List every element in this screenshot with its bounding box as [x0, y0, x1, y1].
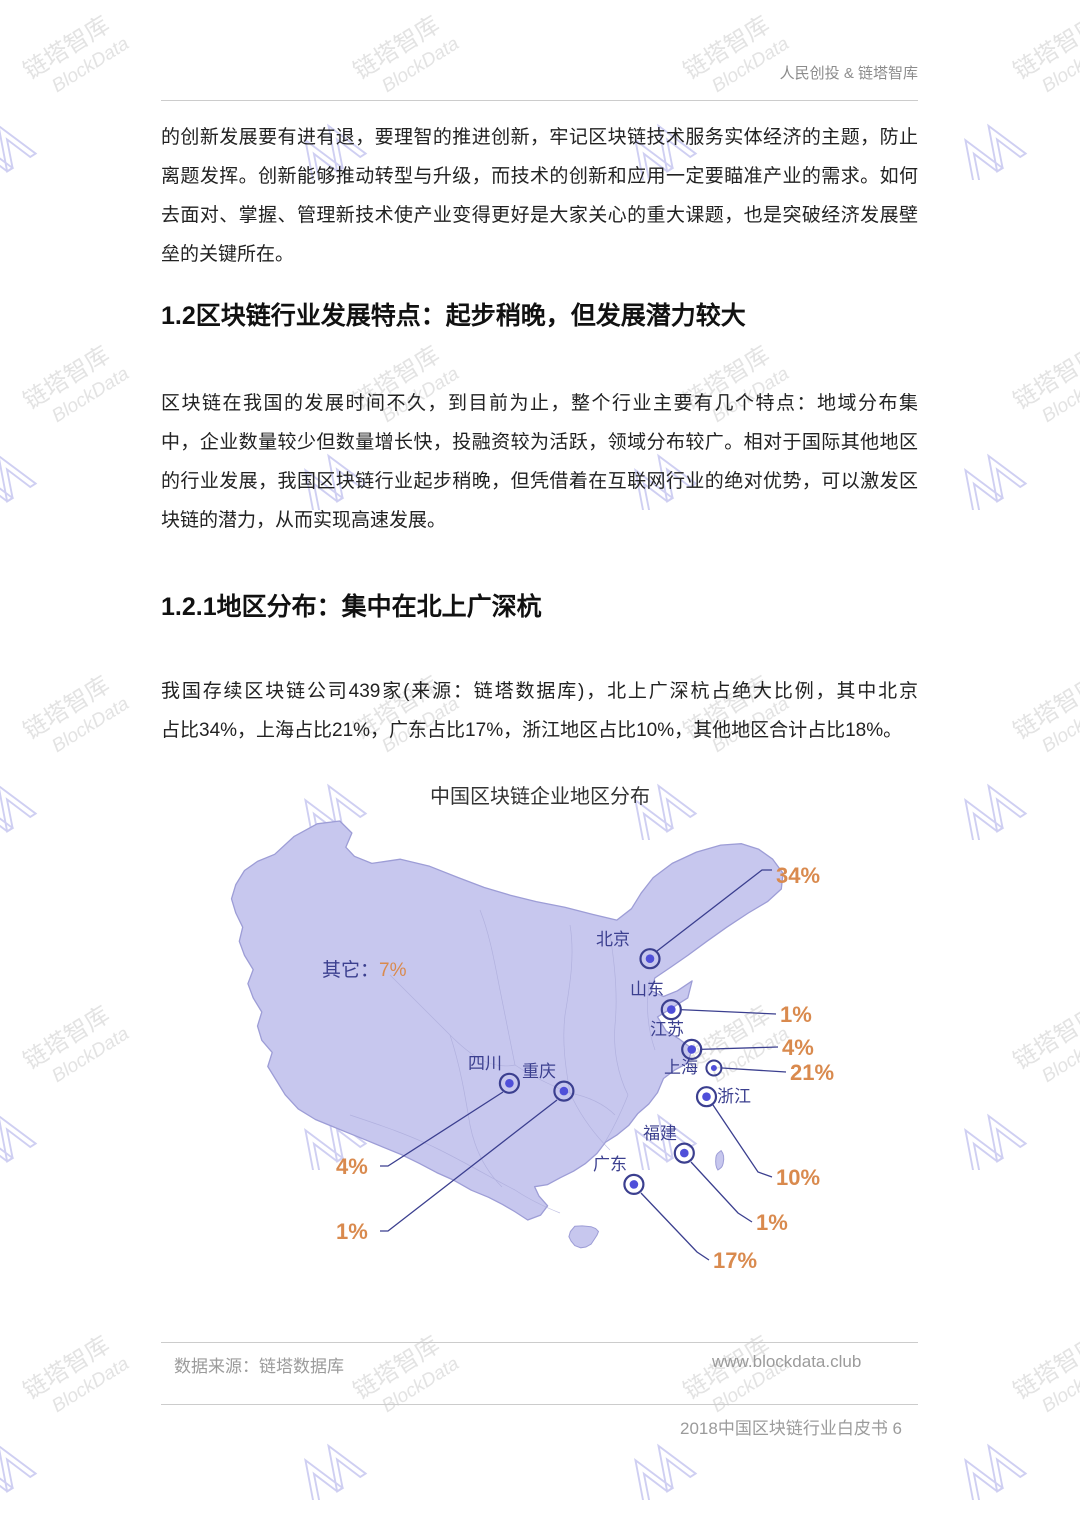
svg-text:其它：7%: 其它：7%	[322, 959, 407, 981]
svg-text:重庆: 重庆	[522, 1062, 556, 1081]
svg-text:1%: 1%	[756, 1210, 788, 1235]
svg-text:34%: 34%	[776, 863, 820, 888]
svg-text:1%: 1%	[780, 1002, 812, 1027]
svg-text:上海: 上海	[664, 1058, 698, 1077]
svg-text:10%: 10%	[776, 1165, 820, 1190]
svg-text:4%: 4%	[782, 1035, 814, 1060]
svg-text:17%: 17%	[713, 1248, 757, 1273]
svg-text:四川: 四川	[468, 1054, 502, 1073]
svg-text:福建: 福建	[643, 1124, 677, 1143]
svg-text:1%: 1%	[336, 1219, 368, 1244]
svg-text:21%: 21%	[790, 1060, 834, 1085]
svg-text:广东: 广东	[593, 1155, 627, 1174]
svg-text:山东: 山东	[630, 980, 664, 999]
svg-text:浙江: 浙江	[717, 1087, 751, 1106]
svg-text:4%: 4%	[336, 1154, 368, 1179]
svg-text:江苏: 江苏	[650, 1020, 684, 1039]
svg-text:北京: 北京	[596, 930, 630, 949]
